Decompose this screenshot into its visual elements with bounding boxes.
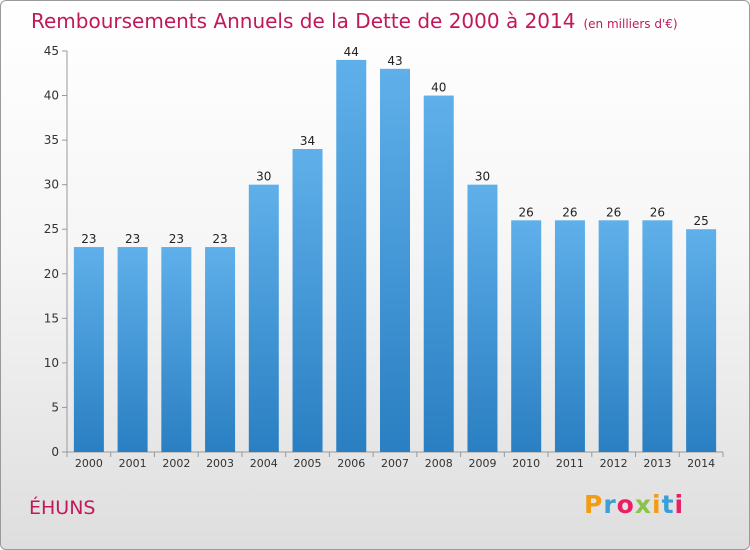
x-tick-label: 2002	[162, 457, 190, 470]
bar-value-label: 34	[300, 134, 315, 148]
bar	[554, 220, 585, 452]
x-tick-label: 2008	[425, 457, 453, 470]
bar-value-label: 26	[519, 205, 534, 219]
bar-value-label: 26	[606, 205, 621, 219]
y-tick-label: 25	[44, 222, 59, 236]
bar-value-label: 25	[693, 214, 708, 228]
brand-letter: t	[661, 490, 675, 519]
brand-letter: r	[603, 490, 617, 519]
y-tick-label: 5	[51, 400, 59, 414]
brand-logo: Proxiti	[584, 490, 684, 519]
chart-title-text: Remboursements Annuels de la Dette de 20…	[31, 9, 576, 33]
bar	[205, 247, 236, 452]
brand-letter: x	[634, 490, 652, 519]
bar-value-label: 40	[431, 81, 446, 95]
y-tick-label: 15	[44, 311, 59, 325]
x-tick-label: 2005	[294, 457, 322, 470]
bar-value-label: 44	[344, 45, 359, 59]
bar	[467, 184, 498, 452]
bar-value-label: 23	[169, 232, 184, 246]
bar	[161, 247, 192, 452]
bar-value-label: 43	[387, 54, 402, 68]
x-tick-label: 2011	[556, 457, 584, 470]
bar-value-label: 26	[562, 205, 577, 219]
bar-value-label: 23	[125, 232, 140, 246]
brand-letter: P	[584, 490, 604, 519]
bar	[73, 247, 104, 452]
bar-value-label: 23	[81, 232, 96, 246]
brand-letter: i	[652, 490, 662, 519]
chart-title: Remboursements Annuels de la Dette de 20…	[31, 9, 678, 33]
y-tick-label: 35	[44, 133, 59, 147]
y-tick-label: 0	[51, 445, 59, 459]
y-tick-label: 30	[44, 178, 59, 192]
bar	[686, 229, 717, 452]
x-tick-label: 2004	[250, 457, 278, 470]
y-tick-label: 10	[44, 356, 59, 370]
brand-letter: i	[674, 490, 685, 519]
bar	[117, 247, 148, 452]
bar	[380, 68, 410, 453]
bar-value-label: 26	[650, 205, 665, 219]
x-tick-label: 2009	[468, 457, 496, 470]
x-tick-label: 2003	[206, 457, 234, 470]
x-tick-label: 2006	[337, 457, 365, 470]
x-tick-label: 2014	[687, 457, 715, 470]
y-tick-label: 45	[44, 44, 59, 58]
x-tick-label: 2007	[381, 457, 409, 470]
y-tick-label: 20	[44, 267, 59, 281]
bar	[248, 184, 279, 452]
bar	[292, 149, 323, 452]
x-tick-label: 2012	[600, 457, 628, 470]
bar-value-label: 30	[256, 170, 271, 184]
brand-letter: o	[616, 490, 635, 519]
bar-value-label: 30	[475, 170, 490, 184]
x-tick-label: 2010	[512, 457, 540, 470]
x-tick-label: 2001	[119, 457, 147, 470]
bar	[511, 220, 542, 452]
place-name: ÉHUNS	[29, 497, 96, 519]
bar	[423, 95, 454, 453]
bar	[598, 220, 629, 452]
bar-value-label: 23	[212, 232, 227, 246]
x-tick-label: 2013	[643, 457, 671, 470]
bar	[336, 59, 367, 453]
bar	[642, 220, 673, 452]
x-tick-label: 2000	[75, 457, 103, 470]
y-tick-label: 40	[44, 89, 59, 103]
chart-subtitle: (en milliers d'€)	[583, 17, 678, 31]
